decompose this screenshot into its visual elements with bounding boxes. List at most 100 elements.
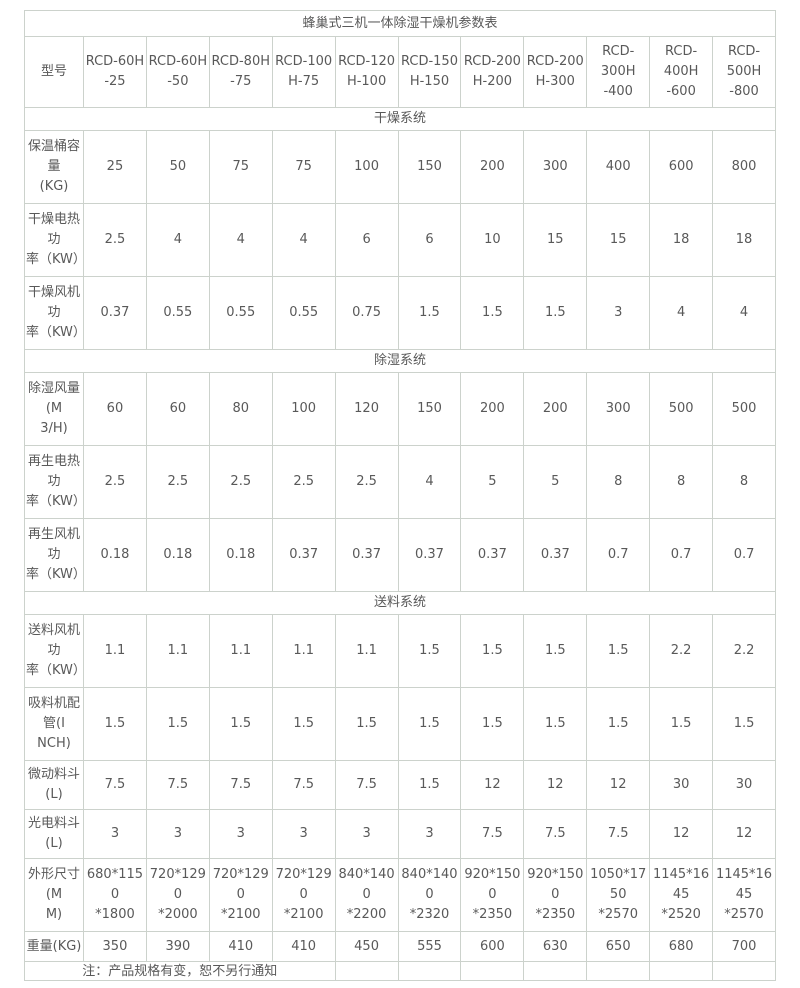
value-cell: 200 (523, 372, 588, 446)
row-label: 再生风机功 率（KW） (24, 518, 84, 592)
value-cell: 0.7 (649, 518, 714, 592)
value-cell: 1050*1750 *2570 (586, 858, 651, 932)
value-cell: 1.1 (83, 614, 147, 688)
model-header-cell: RCD-60H -25 (83, 36, 147, 108)
value-cell: 410 (208, 931, 273, 962)
model-header-cell: RCD-200 H-300 (523, 36, 588, 108)
value-cell: 5 (523, 445, 588, 519)
model-header-cell: RCD-100 H-75 (271, 36, 336, 108)
model-column-label: 型号 (24, 36, 84, 108)
value-cell: 1.1 (334, 614, 399, 688)
value-cell: 200 (460, 372, 525, 446)
value-cell: 0.37 (271, 518, 336, 592)
value-cell: 15 (586, 203, 651, 277)
value-cell: 200 (460, 130, 525, 204)
empty-cell (649, 961, 714, 981)
value-cell: 1.5 (397, 614, 462, 688)
value-cell: 3 (334, 809, 399, 859)
value-cell: 0.7 (712, 518, 776, 592)
model-header-cell: RCD-80H -75 (208, 36, 273, 108)
value-cell: 700 (712, 931, 776, 962)
spec-table: 蜂巢式三机一体除湿干燥机参数表 型号 RCD-60H -25 RCD-60H -50 R… (24, 10, 776, 981)
value-cell: 1.1 (208, 614, 273, 688)
value-cell: 0.37 (334, 518, 399, 592)
value-cell: 50 (145, 130, 210, 204)
value-cell: 12 (586, 760, 651, 810)
spec-table-body: 蜂巢式三机一体除湿干燥机参数表 型号 RCD-60H -25 RCD-60H -50 R… (24, 10, 776, 981)
value-cell: 600 (649, 130, 714, 204)
value-cell: 150 (397, 372, 462, 446)
row-label: 再生电热功 率（KW） (24, 445, 84, 519)
empty-cell (334, 961, 399, 981)
value-cell: 80 (208, 372, 273, 446)
value-cell: 1145*1645 *2520 (649, 858, 714, 932)
value-cell: 1.5 (397, 687, 462, 761)
value-cell: 3 (397, 809, 462, 859)
value-cell: 4 (649, 276, 714, 350)
value-cell: 410 (271, 931, 336, 962)
value-cell: 680*1150 *1800 (83, 858, 147, 932)
value-cell: 10 (460, 203, 525, 277)
value-cell: 2.2 (712, 614, 776, 688)
value-cell: 0.55 (208, 276, 273, 350)
value-cell: 5 (460, 445, 525, 519)
value-cell: 2.5 (334, 445, 399, 519)
row-label: 干燥风机功 率（KW） (24, 276, 84, 350)
value-cell: 4 (145, 203, 210, 277)
value-cell: 2.2 (649, 614, 714, 688)
value-cell: 25 (83, 130, 147, 204)
value-cell: 720*1290 *2100 (208, 858, 273, 932)
value-cell: 6 (397, 203, 462, 277)
model-header-cell: RCD-150 H-150 (397, 36, 462, 108)
value-cell: 6 (334, 203, 399, 277)
value-cell: 0.55 (271, 276, 336, 350)
value-cell: 100 (334, 130, 399, 204)
value-cell: 390 (145, 931, 210, 962)
row-label: 重量(KG) (24, 931, 84, 962)
row-label: 干燥电热功 率（KW） (24, 203, 84, 277)
value-cell: 920*1500 *2350 (460, 858, 525, 932)
value-cell: 0.37 (460, 518, 525, 592)
model-header-cell: RCD-120 H-100 (334, 36, 399, 108)
value-cell: 3 (208, 809, 273, 859)
value-cell: 7.5 (271, 760, 336, 810)
value-cell: 0.7 (586, 518, 651, 592)
value-cell: 4 (271, 203, 336, 277)
empty-cell (460, 961, 525, 981)
value-cell: 450 (334, 931, 399, 962)
value-cell: 3 (271, 809, 336, 859)
value-cell: 18 (649, 203, 714, 277)
value-cell: 1.5 (586, 614, 651, 688)
value-cell: 4 (712, 276, 776, 350)
value-cell: 30 (649, 760, 714, 810)
value-cell: 3 (83, 809, 147, 859)
value-cell: 1.1 (145, 614, 210, 688)
empty-cell (523, 961, 588, 981)
value-cell: 630 (523, 931, 588, 962)
value-cell: 18 (712, 203, 776, 277)
value-cell: 720*1290 *2100 (271, 858, 336, 932)
value-cell: 1.5 (523, 614, 588, 688)
value-cell: 1.5 (397, 276, 462, 350)
value-cell: 3 (586, 276, 651, 350)
value-cell: 3 (145, 809, 210, 859)
value-cell: 7.5 (334, 760, 399, 810)
value-cell: 720*1290 *2000 (145, 858, 210, 932)
value-cell: 4 (208, 203, 273, 277)
empty-cell (586, 961, 651, 981)
value-cell: 1145*1645 *2570 (712, 858, 776, 932)
value-cell: 650 (586, 931, 651, 962)
model-header-cell: RCD-300H -400 (586, 36, 651, 108)
row-label: 除湿风量(M 3/H) (24, 372, 84, 446)
value-cell: 30 (712, 760, 776, 810)
value-cell: 1.5 (397, 760, 462, 810)
value-cell: 75 (208, 130, 273, 204)
value-cell: 1.5 (460, 687, 525, 761)
value-cell: 2.5 (83, 203, 147, 277)
value-cell: 500 (649, 372, 714, 446)
value-cell: 1.1 (271, 614, 336, 688)
value-cell: 1.5 (712, 687, 776, 761)
value-cell: 1.5 (649, 687, 714, 761)
value-cell: 75 (271, 130, 336, 204)
value-cell: 0.18 (83, 518, 147, 592)
